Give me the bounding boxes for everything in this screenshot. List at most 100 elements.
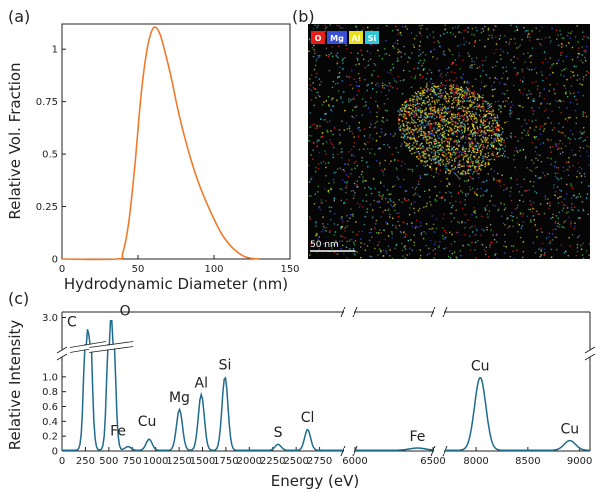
map-pixel: [565, 92, 567, 95]
map-pixel: [458, 55, 461, 57]
map-pixel: [411, 170, 414, 173]
map-pixel: [445, 149, 447, 151]
map-pixel: [459, 123, 461, 125]
map-pixel: [483, 127, 486, 129]
map-pixel: [445, 170, 447, 173]
map-pixel: [467, 154, 469, 156]
map-pixel: [539, 128, 541, 130]
map-pixel: [417, 183, 419, 185]
map-pixel: [479, 151, 481, 153]
map-pixel: [346, 48, 348, 50]
map-pixel: [369, 123, 372, 125]
map-pixel: [400, 56, 403, 58]
map-pixel: [318, 206, 321, 208]
map-pixel: [467, 97, 470, 99]
panel-c-ticks: 0 250 500 750 100012501500175020002250250027…: [42, 313, 592, 467]
map-pixel: [427, 101, 429, 103]
map-pixel: [416, 143, 418, 145]
map-pixel: [394, 247, 396, 250]
map-pixel: [439, 196, 441, 199]
map-pixel: [516, 73, 518, 76]
map-pixel: [502, 51, 505, 53]
map-pixel: [468, 126, 471, 128]
map-pixel: [482, 122, 484, 125]
map-pixel: [427, 88, 429, 90]
map-pixel: [471, 85, 474, 88]
map-pixel: [510, 215, 512, 217]
map-pixel: [476, 158, 479, 160]
map-pixel: [529, 36, 531, 38]
map-pixel: [398, 50, 401, 52]
map-pixel: [404, 199, 406, 201]
map-pixel: [521, 194, 523, 196]
map-pixel: [476, 170, 478, 172]
map-pixel: [356, 94, 358, 96]
map-pixel: [420, 98, 422, 100]
map-pixel: [413, 68, 415, 70]
map-pixel: [441, 118, 443, 121]
map-pixel: [449, 85, 451, 87]
map-pixel: [430, 204, 432, 206]
map-pixel: [465, 93, 467, 95]
map-pixel: [318, 207, 320, 209]
map-pixel: [443, 98, 445, 100]
map-pixel: [569, 32, 572, 34]
map-pixel: [535, 80, 537, 83]
map-pixel: [453, 94, 455, 96]
map-pixel: [568, 169, 570, 171]
map-pixel: [537, 159, 539, 161]
map-pixel: [558, 196, 561, 198]
map-pixel: [456, 232, 459, 234]
map-pixel: [397, 110, 399, 112]
map-pixel: [378, 194, 380, 196]
map-pixel: [429, 147, 431, 149]
map-pixel: [437, 40, 439, 42]
map-pixel: [349, 214, 352, 216]
map-pixel: [428, 154, 430, 157]
map-pixel: [459, 88, 462, 90]
map-pixel: [342, 62, 344, 64]
map-pixel: [349, 248, 351, 250]
map-pixel: [485, 179, 488, 182]
map-pixel: [543, 97, 545, 100]
map-pixel: [500, 107, 502, 109]
map-pixel: [424, 190, 426, 192]
map-pixel: [310, 195, 312, 197]
map-pixel: [506, 100, 508, 102]
map-pixel: [428, 89, 430, 92]
map-pixel: [378, 201, 381, 203]
map-pixel: [444, 137, 446, 139]
map-pixel: [486, 110, 488, 112]
map-pixel: [431, 90, 434, 92]
map-pixel: [451, 233, 453, 236]
map-pixel: [332, 153, 334, 156]
map-pixel: [429, 126, 431, 128]
map-pixel: [585, 59, 587, 62]
map-pixel: [421, 130, 423, 133]
map-pixel: [533, 208, 535, 210]
map-pixel: [421, 104, 423, 106]
map-pixel: [568, 237, 570, 239]
map-pixel: [345, 184, 348, 187]
map-pixel: [530, 54, 533, 57]
map-pixel: [386, 110, 388, 112]
map-pixel: [437, 108, 440, 110]
map-pixel: [505, 66, 507, 68]
map-pixel: [464, 129, 466, 131]
map-pixel: [332, 133, 334, 136]
map-pixel: [478, 105, 480, 108]
map-pixel: [498, 108, 500, 111]
map-pixel: [439, 92, 441, 94]
map-pixel: [514, 166, 516, 169]
map-pixel: [441, 119, 443, 122]
map-pixel: [458, 99, 460, 102]
map-pixel: [469, 114, 471, 117]
map-pixel: [473, 105, 476, 108]
map-pixel: [432, 223, 435, 226]
map-pixel: [499, 149, 501, 152]
map-pixel: [483, 100, 485, 103]
panel-c-x-tick-label: 2500: [283, 456, 308, 467]
map-pixel: [432, 89, 435, 91]
map-pixel: [343, 169, 345, 171]
map-pixel: [433, 117, 436, 120]
